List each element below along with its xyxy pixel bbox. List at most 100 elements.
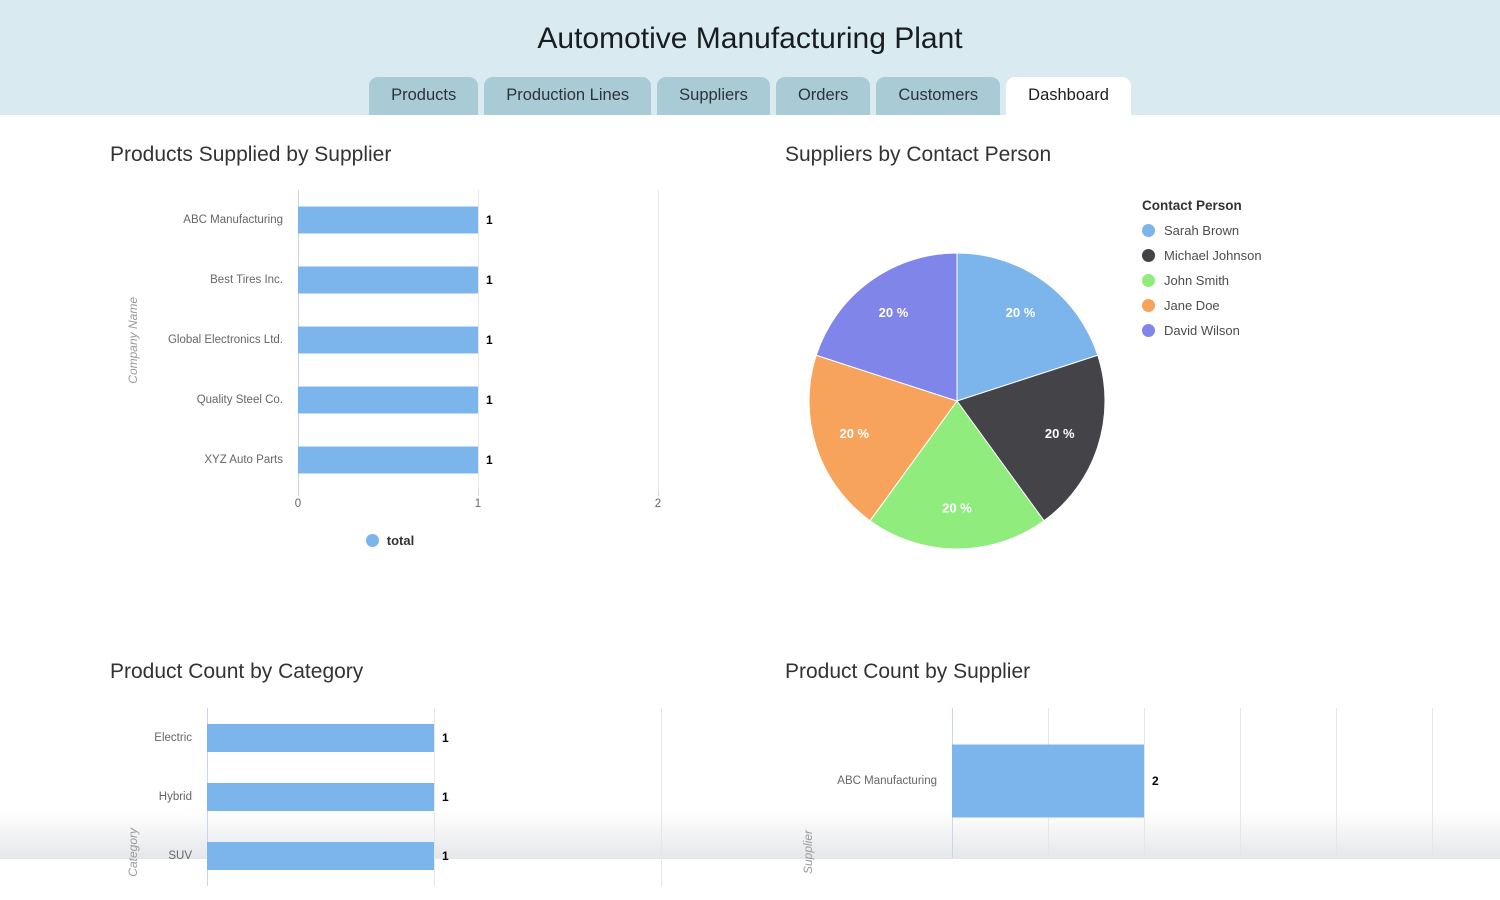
legend-marker-icon xyxy=(1142,224,1155,237)
legend-marker-icon xyxy=(1142,324,1155,337)
value-label: 1 xyxy=(442,730,449,745)
pie-legend: Contact Person Sarah Brown Michael Johnso… xyxy=(1142,198,1262,338)
chart-products-supplied-by-supplier: Products Supplied by Supplier Company Na… xyxy=(110,143,670,578)
bar-row: Hybrid 1 xyxy=(110,767,670,826)
legend-label: John Smith xyxy=(1164,273,1230,288)
value-label: 1 xyxy=(486,393,493,407)
chart-title: Products Supplied by Supplier xyxy=(110,143,392,166)
x-tick-label: 0 xyxy=(294,498,302,510)
value-label: 1 xyxy=(442,789,449,804)
tab-dashboard[interactable]: Dashboard xyxy=(1006,77,1131,115)
bar-row: Best Tires Inc. 1 xyxy=(110,250,670,310)
category-label: SUV xyxy=(168,849,192,862)
x-gridline xyxy=(1240,708,1241,858)
bar-plot: ABC Manufacturing 2 xyxy=(785,708,1500,858)
pie-slice-david-wilson[interactable] xyxy=(815,252,958,402)
pie-legend-title: Contact Person xyxy=(1142,198,1242,213)
legend-item-john-smith[interactable]: John Smith xyxy=(1142,273,1262,288)
pie-slice-label: 20 % xyxy=(942,500,972,515)
pie-chart: 20 % 20 % 20 % 20 % 20 % xyxy=(808,252,1106,550)
pie-slice-michael-johnson[interactable] xyxy=(956,354,1106,522)
x-tick xyxy=(658,490,659,496)
bar-global-electronics-ltd[interactable] xyxy=(298,326,478,354)
chart-title: Product Count by Supplier xyxy=(785,660,1031,683)
category-label: Electric xyxy=(154,731,192,744)
category-label: Best Tires Inc. xyxy=(210,274,283,286)
legend-label: Michael Johnson xyxy=(1164,248,1262,263)
category-label: Hybrid xyxy=(158,790,192,803)
bar-abc-manufacturing[interactable] xyxy=(952,744,1144,818)
bar-suv[interactable] xyxy=(207,841,434,870)
legend-label: Sarah Brown xyxy=(1164,223,1240,238)
x-tick-label: 1 xyxy=(474,498,482,510)
bar-row: Global Electronics Ltd. 1 xyxy=(110,310,670,370)
series-legend[interactable]: total xyxy=(110,533,670,548)
pie-slice-label: 20 % xyxy=(1006,305,1036,320)
tab-bar: Products Production Lines Suppliers Orders C… xyxy=(0,77,1500,115)
bar-best-tires-inc[interactable] xyxy=(298,266,478,294)
page-title: Automotive Manufacturing Plant xyxy=(537,22,963,55)
tab-products[interactable]: Products xyxy=(369,77,479,115)
category-label: XYZ Auto Parts xyxy=(204,454,283,466)
category-label: ABC Manufacturing xyxy=(837,775,937,787)
tab-production-lines[interactable]: Production Lines xyxy=(484,77,652,115)
x-gridline xyxy=(1144,708,1145,858)
value-label: 2 xyxy=(1152,774,1159,788)
x-gridline xyxy=(434,708,435,886)
legend-marker-icon xyxy=(365,534,379,547)
x-tick xyxy=(478,490,479,496)
pie-slice-label: 20 % xyxy=(1045,426,1075,441)
x-tick-label: 2 xyxy=(654,498,662,510)
x-gridline xyxy=(478,190,479,490)
x-gridline xyxy=(661,708,662,886)
pie-legend-items: Sarah Brown Michael Johnson John Smith Jane… xyxy=(1142,223,1262,338)
value-label: 1 xyxy=(486,333,493,347)
bar-row: Quality Steel Co. 1 xyxy=(110,370,670,430)
value-label: 1 xyxy=(442,848,449,863)
legend-item-sarah-brown[interactable]: Sarah Brown xyxy=(1142,223,1262,238)
bar-row: ABC Manufacturing 2 xyxy=(785,708,1500,854)
category-label: Global Electronics Ltd. xyxy=(167,334,283,346)
x-gridline xyxy=(658,190,659,490)
bar-plot: ABC Manufacturing 1 Best Tires Inc. 1 Global… xyxy=(110,190,670,510)
x-gridline xyxy=(1336,708,1337,858)
value-label: 1 xyxy=(486,213,493,227)
x-tick xyxy=(298,490,299,496)
pie-slice-sarah-brown[interactable] xyxy=(956,252,1099,402)
tab-suppliers[interactable]: Suppliers xyxy=(657,77,770,115)
bar-row: XYZ Auto Parts 1 xyxy=(110,430,670,490)
legend-item-jane-doe[interactable]: Jane Doe xyxy=(1142,298,1262,313)
legend-label: total xyxy=(386,533,415,548)
chart-product-count-by-category: Product Count by Category Category Elect… xyxy=(110,660,670,900)
bar-quality-steel-co[interactable] xyxy=(298,386,478,414)
legend-item-michael-johnson[interactable]: Michael Johnson xyxy=(1142,248,1262,263)
chart-title: Product Count by Category xyxy=(110,660,364,683)
legend-label: Jane Doe xyxy=(1164,298,1220,313)
tab-customers[interactable]: Customers xyxy=(876,77,1001,115)
chart-product-count-by-supplier: Product Count by Supplier Supplier ABC M… xyxy=(785,660,1500,900)
value-label: 1 xyxy=(486,453,493,467)
bar-row: ABC Manufacturing 1 xyxy=(110,190,670,250)
chart-suppliers-by-contact-person: Suppliers by Contact Person 20 % 20 % 20 %… xyxy=(785,143,1465,613)
category-label: ABC Manufacturing xyxy=(183,214,283,226)
legend-marker-icon xyxy=(1142,274,1155,287)
tab-orders[interactable]: Orders xyxy=(775,77,871,115)
bar-electric[interactable] xyxy=(207,723,434,752)
pie-slice-john-smith[interactable] xyxy=(869,400,1045,550)
value-label: 1 xyxy=(486,273,493,287)
bar-row: SUV 1 xyxy=(110,826,670,885)
bar-row: Electric 1 xyxy=(110,708,670,767)
legend-item-david-wilson[interactable]: David Wilson xyxy=(1142,323,1262,338)
legend-marker-icon xyxy=(1142,249,1155,262)
bar-abc-manufacturing[interactable] xyxy=(298,206,478,234)
pie-slice-jane-doe[interactable] xyxy=(808,354,958,522)
chart-title: Suppliers by Contact Person xyxy=(785,143,1052,166)
category-label: Quality Steel Co. xyxy=(196,394,283,406)
x-gridline xyxy=(1432,708,1433,858)
pie-slice-label: 20 % xyxy=(879,305,909,320)
bar-xyz-auto-parts[interactable] xyxy=(298,446,478,474)
pie-slice-label: 20 % xyxy=(839,426,869,441)
bar-plot: Electric 1 Hybrid 1 SUV 1 xyxy=(110,708,670,886)
bar-hybrid[interactable] xyxy=(207,782,434,811)
legend-label: David Wilson xyxy=(1164,323,1240,338)
